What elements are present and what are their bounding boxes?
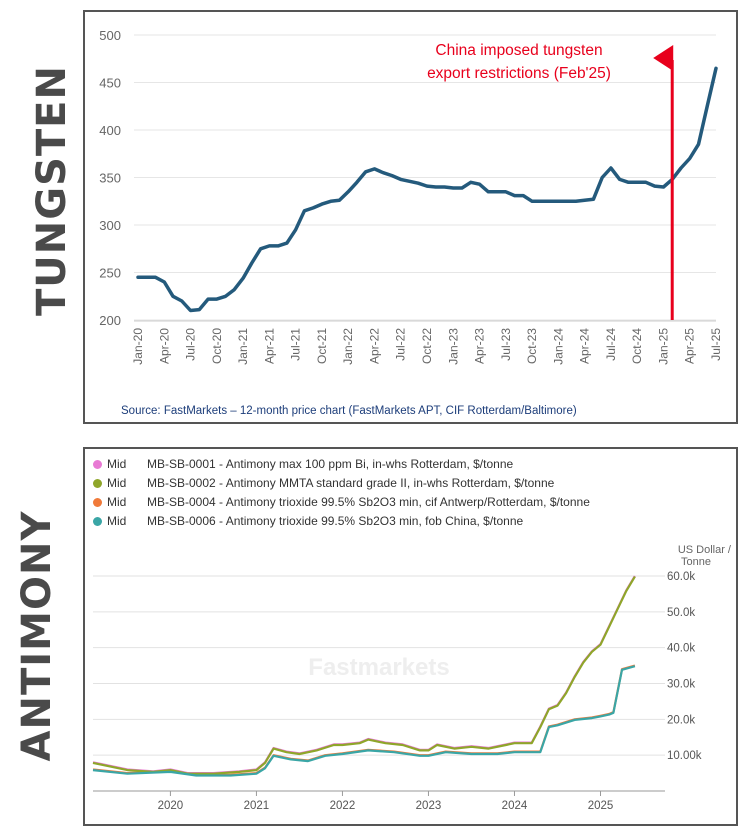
antimony-chart: Fastmarkets 10.00k 20.0k 30.0k 40.0k 50.0k 60… xyxy=(92,544,732,812)
antimony-x-tick-label: 2021 xyxy=(244,800,270,812)
legend-item[interactable]: Mid MB-SB-0004 - Antimony trioxide 99.5% … xyxy=(93,495,590,509)
legend-label: MB-SB-0001 - Antimony max 100 ppm Bi, in… xyxy=(147,457,514,471)
tungsten-x-tick-label: Jul-23 xyxy=(499,328,513,361)
legend-color-dot xyxy=(93,460,102,469)
tungsten-x-tick-label: Apr-23 xyxy=(473,328,487,364)
legend-color-dot xyxy=(93,517,102,526)
antimony-y-tick-label: 60.0k xyxy=(667,571,695,583)
export-restriction-arrowhead xyxy=(653,45,674,71)
tungsten-x-tick-label: Jul-22 xyxy=(394,328,408,361)
antimony-x-tick-label: 2024 xyxy=(502,800,528,812)
antimony-x-tick-label: 2023 xyxy=(416,800,442,812)
antimony-x-tick-label: 2020 xyxy=(158,800,184,812)
tungsten-x-tick-label: Jan-23 xyxy=(446,328,460,365)
antimony-y-tick-label: 40.0k xyxy=(667,643,695,655)
legend-item[interactable]: Mid MB-SB-0001 - Antimony max 100 ppm Bi,… xyxy=(93,457,513,471)
tungsten-x-tick-label: Oct-21 xyxy=(315,328,329,364)
antimony-y-tick-label: 30.0k xyxy=(667,679,695,691)
tungsten-y-tick-label: 400 xyxy=(99,123,121,138)
antimony-x-tick-label: 2025 xyxy=(588,800,614,812)
tungsten-x-tick-label: Oct-24 xyxy=(630,328,644,364)
tungsten-x-tick-label: Apr-21 xyxy=(262,328,276,364)
antimony-y-tick-label: 10.00k xyxy=(667,750,702,762)
tungsten-x-tick-label: Jan-22 xyxy=(341,328,355,365)
tungsten-x-tick-label: Jan-20 xyxy=(131,328,145,365)
antimony-x-tick-label: 2022 xyxy=(330,800,356,812)
tungsten-source-note: Source: FastMarkets – 12-month price cha… xyxy=(121,405,577,417)
tungsten-x-tick-label: Jul-20 xyxy=(184,328,198,361)
tungsten-x-tick-label: Jul-24 xyxy=(604,328,618,361)
tungsten-x-tick-label: Jan-21 xyxy=(236,328,250,365)
annotation-line-2: export restrictions (Feb'25) xyxy=(427,65,611,82)
tungsten-y-tick-label: 200 xyxy=(99,313,121,328)
antimony-y-tick-label: 50.0k xyxy=(667,607,695,619)
tungsten-price-line xyxy=(136,66,718,313)
tungsten-x-tick-label: Apr-22 xyxy=(367,328,381,364)
antimony-y-tick-label: 20.0k xyxy=(667,714,695,726)
tungsten-x-tick-label: Jan-25 xyxy=(656,328,670,365)
legend-color-dot xyxy=(93,498,102,507)
tungsten-x-tick-label: Apr-20 xyxy=(157,328,171,364)
unit-label-line-2: Tonne xyxy=(681,556,711,568)
tungsten-y-tick-label: 250 xyxy=(99,266,121,281)
tungsten-x-tick-label: Oct-22 xyxy=(420,328,434,364)
antimony-series-line xyxy=(92,664,636,776)
legend-prefix: Mid xyxy=(107,476,127,490)
unit-label-line-1: US Dollar / xyxy=(678,544,732,556)
tungsten-x-tick-label: Jan-24 xyxy=(551,328,565,365)
antimony-series-line xyxy=(92,665,636,777)
legend-prefix: Mid xyxy=(107,495,127,509)
tungsten-x-tick-label: Jul-21 xyxy=(289,328,303,361)
legend-prefix: Mid xyxy=(107,514,127,528)
watermark: Fastmarkets xyxy=(308,654,449,681)
annotation-line-1: China imposed tungsten xyxy=(435,42,602,59)
tungsten-x-tick-label: Apr-25 xyxy=(683,328,697,364)
legend-prefix: Mid xyxy=(107,457,127,471)
antimony-side-label: ANTIMONY xyxy=(14,510,60,762)
tungsten-y-tick-label: 300 xyxy=(99,218,121,233)
tungsten-x-tick-label: Apr-24 xyxy=(578,328,592,364)
legend-label: MB-SB-0002 - Antimony MMTA standard grad… xyxy=(147,476,555,490)
legend-label: MB-SB-0006 - Antimony trioxide 99.5% Sb2… xyxy=(147,514,524,528)
legend-color-dot xyxy=(93,479,102,488)
tungsten-x-tick-label: Jul-25 xyxy=(709,328,723,361)
tungsten-x-tick-label: Oct-23 xyxy=(525,328,539,364)
legend-item[interactable]: Mid MB-SB-0006 - Antimony trioxide 99.5% … xyxy=(93,514,523,528)
tungsten-chart: 200 250 300 350 400 450 500 Jan-20 Apr-20 Jul-20… xyxy=(99,28,723,417)
tungsten-chart-panel: 200 250 300 350 400 450 500 Jan-20 Apr-20 Jul-20… xyxy=(83,10,738,424)
tungsten-y-tick-label: 450 xyxy=(99,76,121,91)
tungsten-side-label: TUNGSTEN xyxy=(29,65,75,316)
antimony-chart-panel: Mid MB-SB-0001 - Antimony max 100 ppm Bi,… xyxy=(83,447,738,826)
tungsten-x-tick-label: Oct-20 xyxy=(210,328,224,364)
legend-label: MB-SB-0004 - Antimony trioxide 99.5% Sb2… xyxy=(147,495,590,509)
tungsten-y-tick-label: 350 xyxy=(99,171,121,186)
tungsten-y-tick-label: 500 xyxy=(99,28,121,43)
antimony-series-line xyxy=(92,576,636,775)
legend-item[interactable]: Mid MB-SB-0002 - Antimony MMTA standard g… xyxy=(93,476,554,490)
